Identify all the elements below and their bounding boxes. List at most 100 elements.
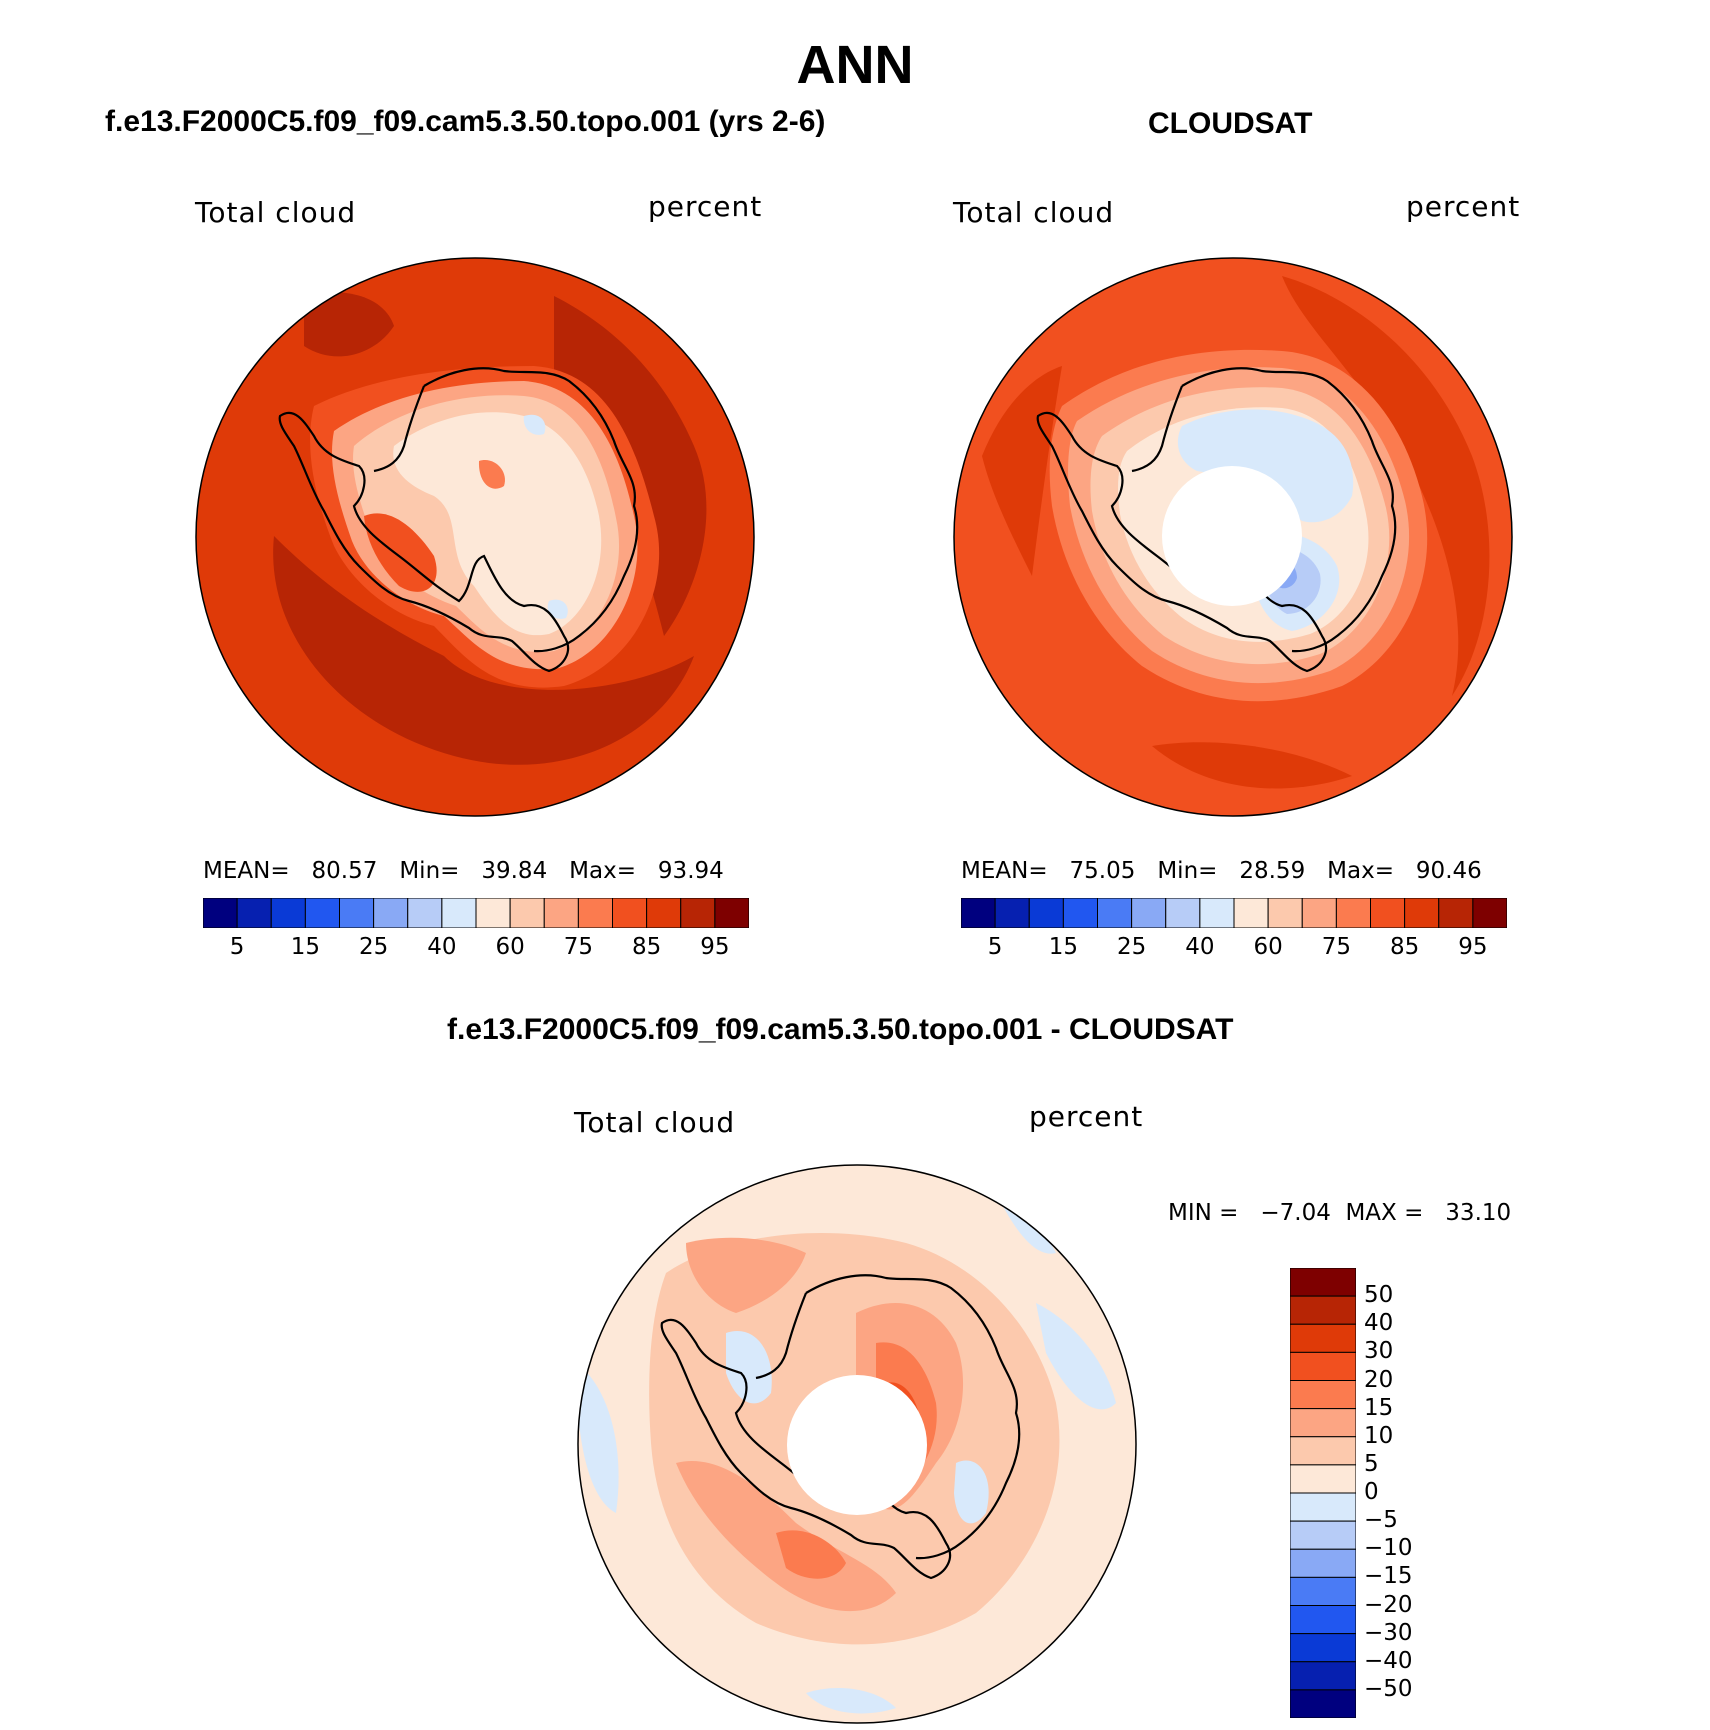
model-colorbar-box — [475, 898, 511, 928]
model-field-minimum — [523, 414, 546, 435]
obs-mean-value: 75.05 — [1069, 858, 1136, 884]
diff-minmax: MIN = −7.04 MAX = 33.10 — [1168, 1200, 1512, 1226]
diff-colorbar-tick-label: 40 — [1364, 1310, 1394, 1337]
model-field-high-south — [273, 536, 694, 765]
obs-colorbar-box — [1438, 898, 1474, 928]
model-colorbar-box — [646, 898, 682, 928]
obs-polar-map — [953, 257, 1513, 817]
model-colorbar-box — [509, 898, 545, 928]
model-colorbar-tick-label: 5 — [229, 934, 245, 960]
model-colorbar-box — [304, 898, 340, 928]
obs-colorbar-box — [1404, 898, 1440, 928]
obs-colorbar-box — [1165, 898, 1201, 928]
diff-colorbar-tick-label: −50 — [1364, 1675, 1413, 1702]
model-field-patch — [478, 460, 505, 489]
diff-colorbar-box — [1290, 1576, 1356, 1606]
obs-max-value: 90.46 — [1415, 858, 1482, 884]
diff-colorbar-box — [1290, 1464, 1356, 1494]
model-colorbar-box — [236, 898, 272, 928]
model-colorbar — [203, 898, 749, 928]
obs-colorbar-box — [1199, 898, 1235, 928]
main-title: ANN — [796, 35, 914, 95]
model-mean-value: 80.57 — [311, 858, 378, 884]
obs-colorbar-tick-label: 40 — [1185, 934, 1215, 960]
model-colorbar-box — [577, 898, 613, 928]
model-colorbar-box — [612, 898, 648, 928]
model-coastline-weddell — [373, 385, 426, 473]
diff-colorbar-tick-label: 50 — [1364, 1282, 1394, 1309]
model-colorbar-tick-label: 85 — [631, 934, 662, 960]
diff-colorbar-box — [1290, 1351, 1356, 1381]
obs-colorbar-tick-label: 95 — [1458, 934, 1488, 960]
diff-pole-hole — [787, 1375, 927, 1515]
model-colorbar-box — [714, 898, 749, 928]
diff-colorbar-tick-label: −30 — [1364, 1619, 1413, 1646]
model-colorbar-box — [339, 898, 375, 928]
diff-coastline-west — [660, 1318, 952, 1580]
obs-colorbar — [961, 898, 1507, 928]
obs-colorbar-tick-label: 75 — [1321, 934, 1352, 960]
diff-colorbar-tick-label: −10 — [1364, 1535, 1413, 1562]
diff-colorbar-box — [1290, 1295, 1356, 1325]
obs-colorbar-tick-label: 60 — [1253, 934, 1283, 960]
model-stats: MEAN= 80.57 Min= 39.84 Max= 93.94 — [203, 858, 724, 884]
obs-field-high-west — [982, 366, 1062, 576]
diff-field-neg-coast-2 — [954, 1460, 989, 1524]
diff-field-neg-south — [806, 1688, 896, 1714]
model-max-value: 93.94 — [657, 858, 724, 884]
diff-colorbar-box — [1290, 1492, 1356, 1522]
diff-colorbar — [1290, 1268, 1356, 1718]
model-max-label: Max= — [569, 858, 636, 884]
diff-colorbar-tick-label: 20 — [1364, 1366, 1394, 1393]
diff-colorbar-box — [1290, 1268, 1356, 1297]
panel-model-left-label: Total cloud — [195, 196, 357, 229]
model-colorbar-tick-label: 75 — [563, 934, 594, 960]
diff-colorbar-tick-label: −5 — [1364, 1507, 1398, 1534]
model-colorbar-box — [270, 898, 306, 928]
obs-colorbar-box — [1472, 898, 1507, 928]
obs-coastline-weddell — [1131, 385, 1184, 473]
model-colorbar-ticks: 5 15 25 40 60 75 85 95 — [203, 934, 749, 964]
diff-colorbar-box — [1290, 1323, 1356, 1353]
obs-colorbar-box — [1267, 898, 1303, 928]
diff-colorbar-box — [1290, 1436, 1356, 1466]
obs-colorbar-ticks: 5 15 25 40 60 75 85 95 — [961, 934, 1507, 964]
obs-colorbar-box — [1370, 898, 1406, 928]
diff-coastline-east — [805, 1274, 1021, 1560]
diff-colorbar-box — [1290, 1380, 1356, 1410]
model-colorbar-box — [441, 898, 477, 928]
obs-pole-hole — [1162, 466, 1302, 606]
diff-coastline-weddell — [755, 1292, 808, 1380]
obs-map-border — [953, 257, 1513, 817]
panel-diff-left-label: Total cloud — [574, 1106, 736, 1139]
diff-colorbar-box — [1290, 1661, 1356, 1691]
diff-colorbar-tick-label: 30 — [1364, 1338, 1394, 1365]
model-field-high-north — [304, 292, 394, 357]
model-colorbar-tick-label: 60 — [495, 934, 525, 960]
model-colorbar-tick-label: 95 — [700, 934, 730, 960]
obs-stats: MEAN= 75.05 Min= 28.59 Max= 90.46 — [961, 858, 1482, 884]
model-colorbar-tick-label: 25 — [358, 934, 389, 960]
panel-model-units-label: percent — [648, 190, 763, 223]
obs-colorbar-box — [1097, 898, 1133, 928]
obs-colorbar-tick-label: 15 — [1048, 934, 1079, 960]
diff-colorbar-tick-label: 15 — [1364, 1394, 1394, 1421]
obs-colorbar-box — [961, 898, 996, 928]
obs-max-label: Max= — [1327, 858, 1394, 884]
obs-colorbar-tick-label: 85 — [1389, 934, 1420, 960]
model-colorbar-tick-label: 40 — [427, 934, 457, 960]
diff-colorbar-tick-label: −40 — [1364, 1647, 1413, 1674]
obs-colorbar-box — [1062, 898, 1098, 928]
diff-polar-map — [577, 1164, 1137, 1724]
diff-colorbar-tick-label: 0 — [1364, 1479, 1379, 1505]
obs-colorbar-box — [1233, 898, 1269, 928]
model-field-interior — [393, 412, 602, 636]
obs-colorbar-tick-label: 5 — [987, 934, 1003, 960]
model-coastline-east — [423, 367, 639, 653]
panel-diff-units-label: percent — [1029, 1100, 1144, 1133]
obs-colorbar-box — [1335, 898, 1371, 928]
diff-colorbar-box — [1290, 1520, 1356, 1550]
model-coastline-west — [278, 411, 570, 673]
diff-map-border — [577, 1164, 1137, 1724]
diff-field-neg-coast — [726, 1331, 772, 1404]
